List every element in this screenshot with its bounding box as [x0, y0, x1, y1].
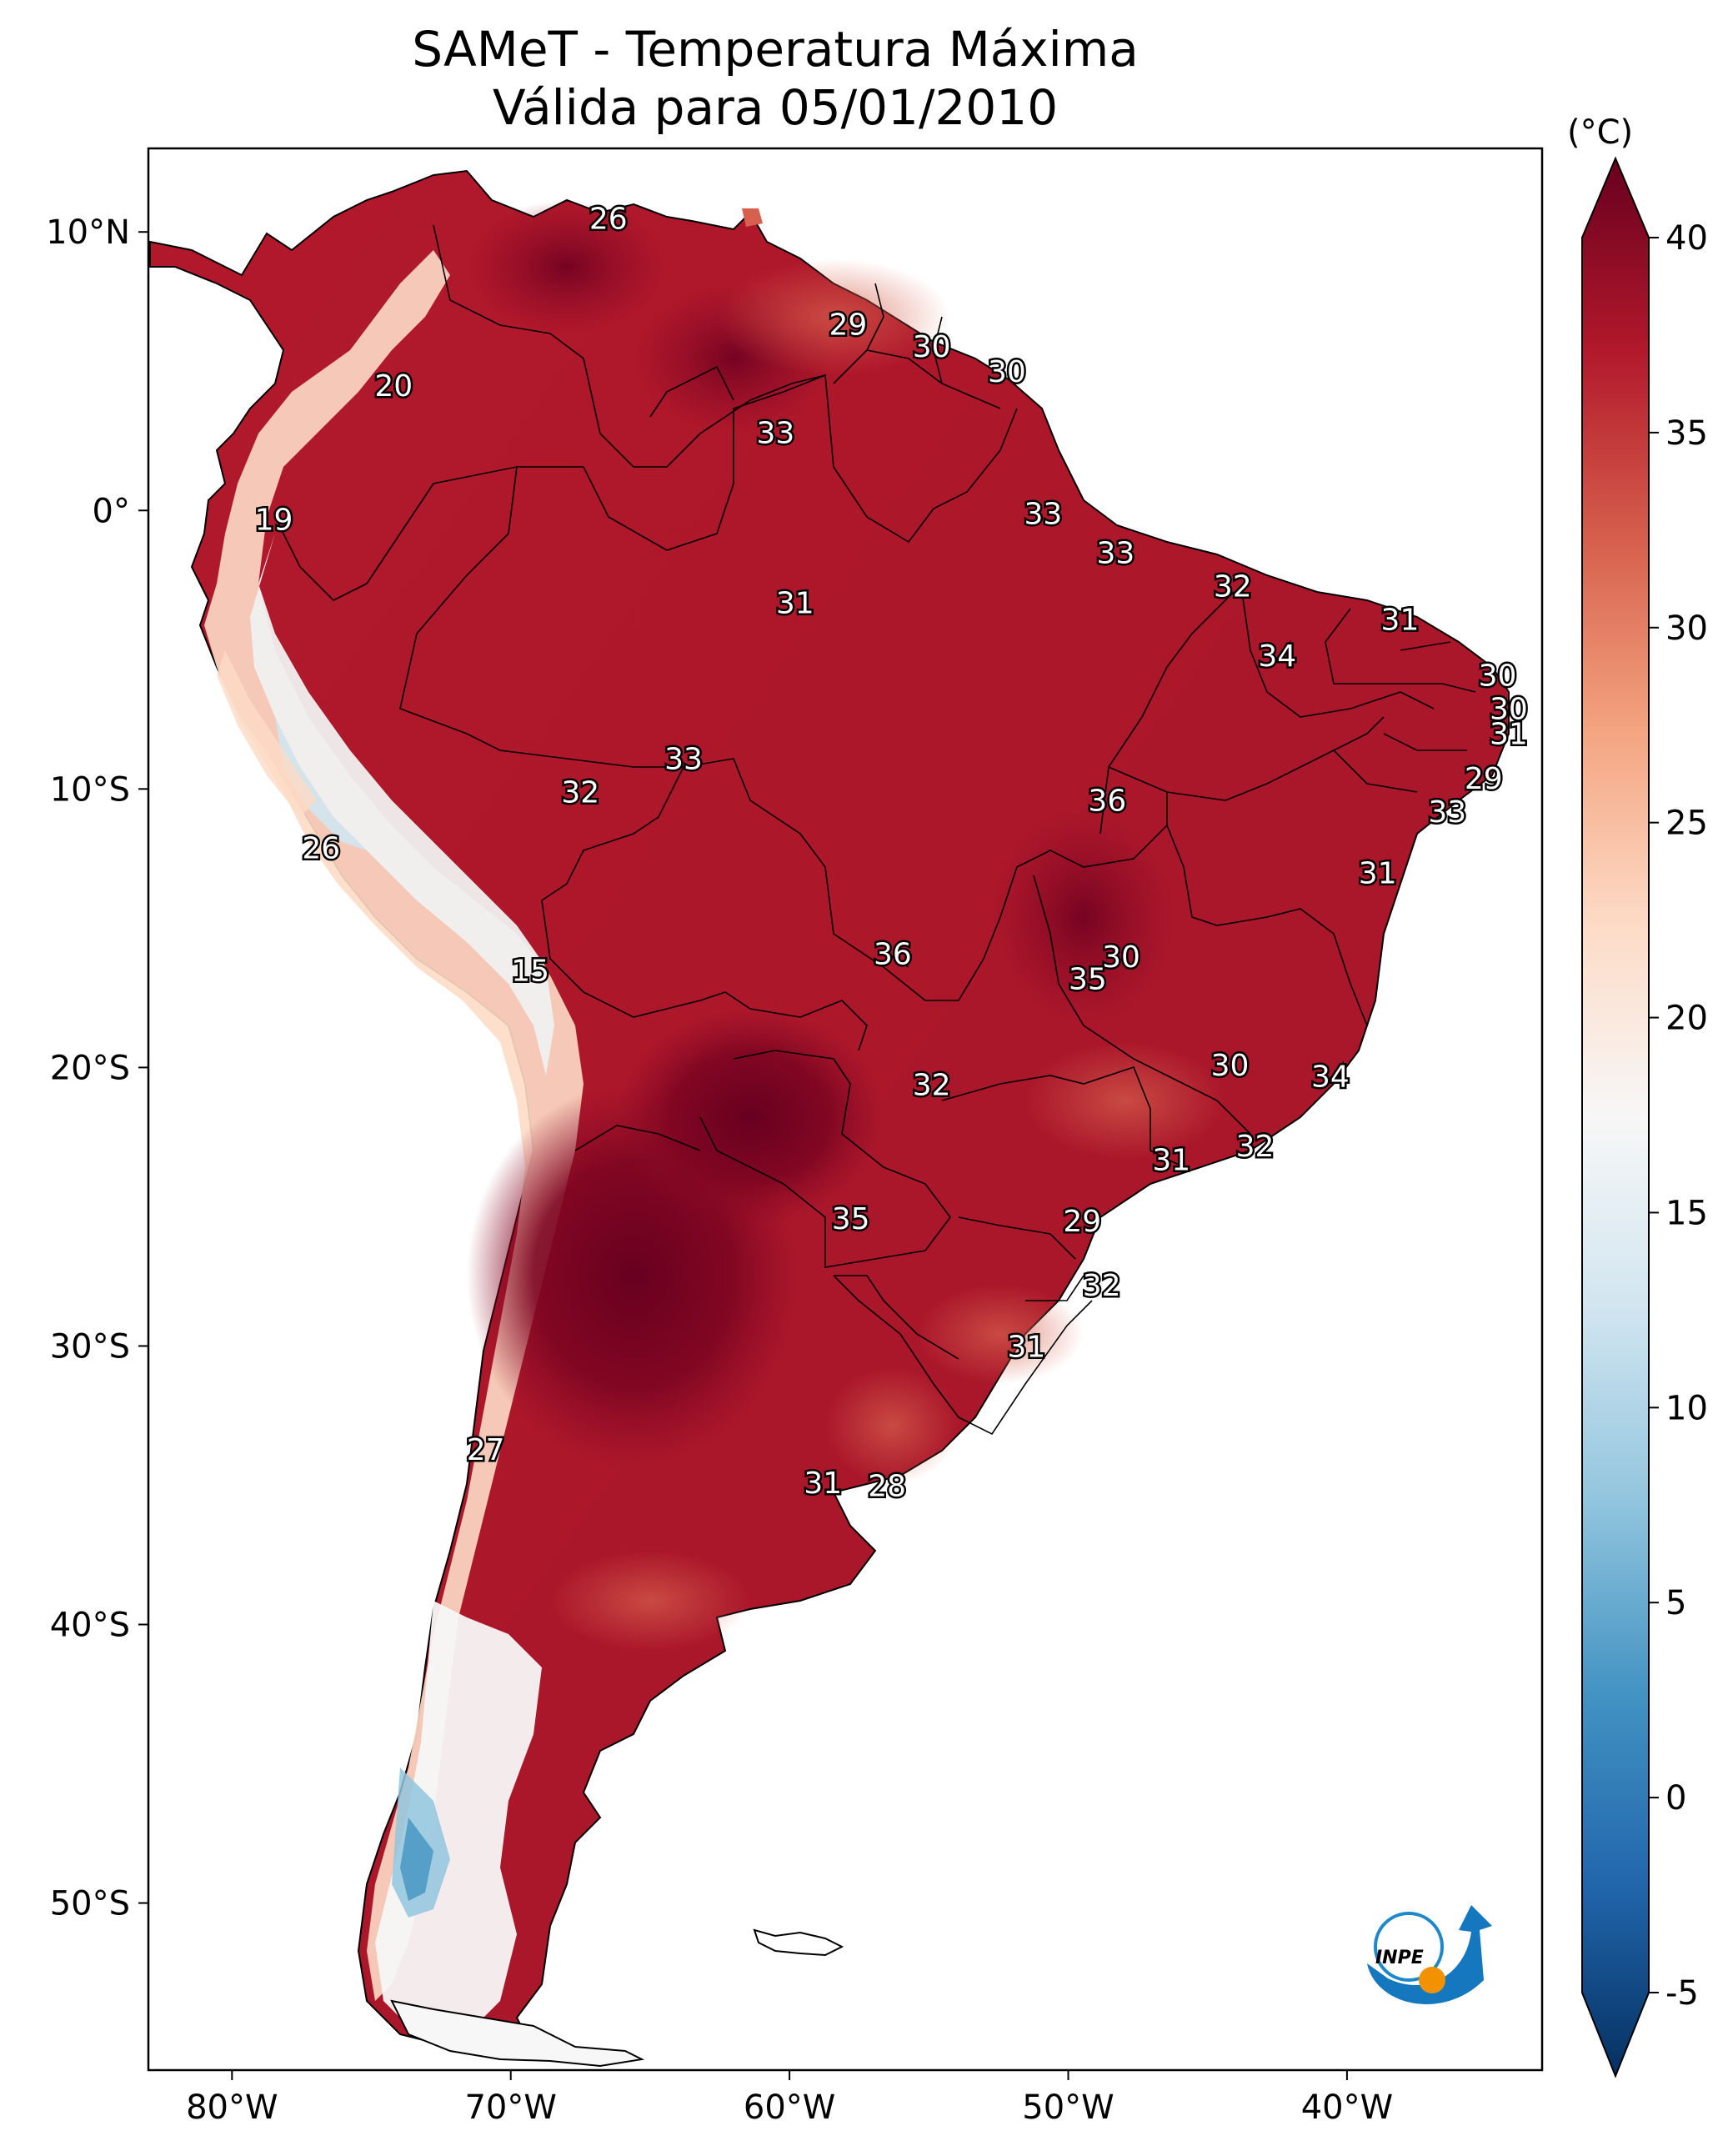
contour-label: 33 [756, 417, 794, 451]
contour-label: 20 [374, 369, 413, 404]
colorbar-tick-label: 0 [1665, 1779, 1686, 1818]
contour-label: 27 [467, 1433, 505, 1467]
lon-tick-label: 70°W [464, 2088, 556, 2127]
contour-label: 33 [664, 743, 703, 777]
contour-label: 31 [776, 587, 814, 621]
longitude-axis: 80°W 70°W 60°W 50°W 40°W [186, 2070, 1393, 2127]
colorbar-unit: (°C) [1567, 113, 1633, 152]
contour-label: 32 [1083, 1269, 1121, 1303]
lon-tick-label: 50°W [1022, 2088, 1114, 2127]
colorbar-tick-label: 25 [1665, 805, 1708, 843]
contour-label: 31 [804, 1467, 842, 1501]
colorbar-tick-label: 40 [1665, 219, 1708, 258]
contour-label: 32 [1214, 569, 1252, 604]
lat-tick-label: 30°S [50, 1327, 130, 1366]
latitude-axis: 10°N 0° 10°S 20°S 30°S 40°S 50°S [46, 213, 148, 1923]
country-borders [274, 224, 1476, 1436]
contour-label: 26 [589, 203, 628, 237]
contour-label: 31 [1007, 1330, 1045, 1364]
contour-label: 31 [1152, 1144, 1190, 1178]
colorbar-tick-label: -5 [1665, 1974, 1699, 2013]
lat-tick-label: 20°S [50, 1049, 130, 1087]
lat-tick-label: 10°N [46, 213, 130, 252]
contour-label: 30 [1211, 1049, 1250, 1083]
contour-label: 26 [302, 831, 340, 865]
colorbar-ticks: 40 35 30 25 20 15 10 5 0 -5 [1649, 219, 1708, 2013]
contour-label: 29 [829, 308, 867, 342]
colorbar: (°C) 40 35 30 25 20 15 10 5 0 -5 [1567, 113, 1708, 2078]
contour-label: 33 [1096, 536, 1134, 570]
contour-label: 34 [1258, 639, 1296, 674]
contour-label: 33 [1428, 795, 1466, 830]
contour-label: 32 [913, 1068, 951, 1102]
contour-label: 31 [1359, 857, 1397, 891]
contour-label: 35 [832, 1202, 870, 1236]
contour-label: 34 [1311, 1060, 1350, 1094]
map-subtitle: Válida para 05/01/2010 [492, 79, 1059, 136]
contour-label: 32 [561, 776, 599, 810]
contour-label: 30 [1102, 940, 1140, 975]
contour-label: 15 [511, 954, 549, 988]
falkland-islands [753, 1928, 844, 1957]
contour-label: 31 [1490, 718, 1528, 752]
contour-label: 30 [1490, 692, 1528, 726]
colorbar-tick-label: 30 [1665, 609, 1708, 648]
colorbar-tick-label: 15 [1665, 1194, 1708, 1232]
lat-tick-label: 40°S [50, 1607, 130, 1645]
colorbar-tick-label: 5 [1665, 1584, 1686, 1622]
lat-tick-label: 10°S [50, 770, 130, 809]
contour-label: 29 [1465, 762, 1503, 796]
lon-tick-label: 60°W [744, 2088, 835, 2127]
contour-label: 30 [1479, 659, 1517, 693]
contour-label: 31 [1381, 604, 1420, 638]
contour-label: 30 [988, 355, 1026, 389]
colorbar-tick-label: 10 [1665, 1389, 1708, 1427]
map-title: SAMeT - Temperatura Máxima [412, 21, 1139, 78]
lat-tick-label: 0° [93, 492, 130, 530]
contour-label: 19 [255, 503, 293, 537]
colorbar-tick-label: 35 [1665, 414, 1708, 453]
contour-label: 35 [1069, 962, 1107, 996]
colorbar-bar [1581, 156, 1650, 2078]
plot-frame [147, 147, 1544, 2072]
contour-label: 32 [1236, 1130, 1275, 1164]
contour-label: 36 [1088, 785, 1126, 819]
lat-tick-label: 50°S [50, 1885, 130, 1923]
inpe-logo: INPE [1367, 1905, 1492, 2004]
colorbar-tick-label: 20 [1665, 1000, 1708, 1038]
contour-label: 28 [868, 1469, 906, 1503]
temperature-field [149, 169, 1510, 2068]
contour-label: 29 [1063, 1205, 1101, 1239]
contour-label: 33 [1024, 498, 1063, 532]
contour-label: 30 [913, 330, 951, 364]
lon-tick-label: 80°W [186, 2088, 278, 2127]
logo-text: INPE [1375, 1948, 1424, 1968]
contour-label: 36 [874, 937, 912, 971]
lon-tick-label: 40°W [1301, 2088, 1393, 2127]
